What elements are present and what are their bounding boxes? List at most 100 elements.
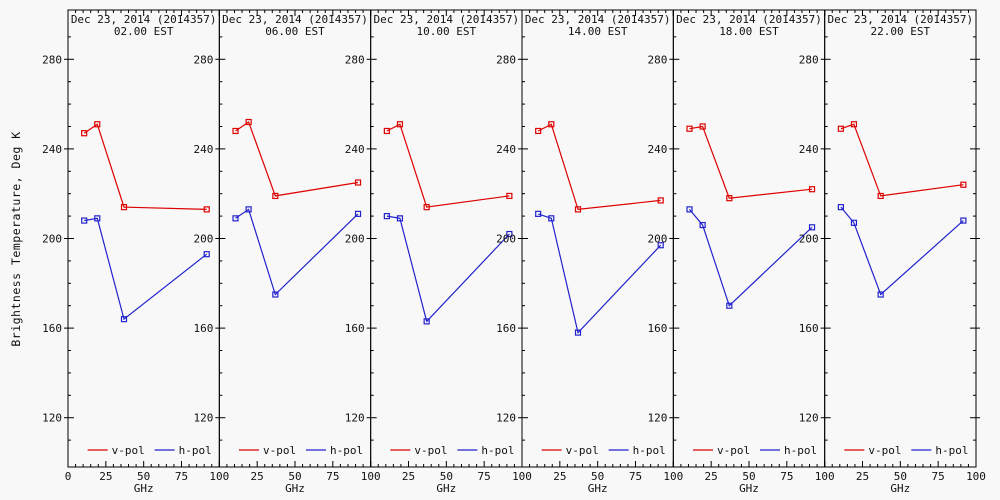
x-tick-label: 50	[742, 470, 755, 483]
panel-6-time-title: 22.00 EST	[871, 25, 931, 38]
y-tick-label: 280	[345, 53, 365, 66]
legend-hpol-label: h-pol	[179, 444, 212, 457]
y-tick-label: 200	[799, 233, 819, 246]
x-tick-label: 75	[780, 470, 793, 483]
panel-5-v-pol-marker	[726, 195, 733, 202]
legend-hpol-label: h-pol	[935, 444, 968, 457]
panel-6-date-title: Dec 23, 2014 (2014357)	[827, 13, 973, 26]
y-tick-label: 200	[193, 233, 213, 246]
x-tick-label: 50	[894, 470, 907, 483]
panel-2-h-pol-marker	[272, 291, 279, 298]
y-tick-label: 160	[345, 322, 365, 335]
panel-5-h-pol-marker	[686, 206, 693, 213]
x-tick-label: 75	[326, 470, 339, 483]
panel-3-v-pol-line	[386, 123, 510, 208]
y-tick-label: 200	[647, 233, 667, 246]
panel-3-h-pol-marker	[383, 212, 390, 220]
y-tick-label: 120	[647, 412, 667, 425]
x-tick-label: 50	[440, 470, 453, 483]
x-tick-label: 100	[815, 470, 835, 483]
legend-vpol-label: v-pol	[566, 444, 599, 457]
y-tick-label: 120	[193, 412, 213, 425]
panel-2-h-pol-line	[235, 208, 359, 296]
panel-4-v-pol-marker	[535, 127, 542, 135]
panel-6-h-pol-marker	[877, 291, 884, 298]
x-tick-label: 100	[512, 470, 532, 483]
y-tick-label: 240	[647, 143, 667, 156]
legend-vpol-label: v-pol	[414, 444, 447, 457]
y-tick-label: 240	[496, 143, 516, 156]
x-axis-unit-label: GHz	[436, 482, 456, 495]
x-axis-unit-label: GHz	[134, 482, 154, 495]
y-tick-label: 200	[496, 233, 516, 246]
x-tick-label: 50	[137, 470, 150, 483]
y-tick-label: 160	[799, 322, 819, 335]
y-axis-title: Brightness Temperature, Deg K	[9, 131, 23, 347]
y-tick-label: 240	[193, 143, 213, 156]
y-tick-label: 120	[799, 412, 819, 425]
legend-vpol-label: v-pol	[717, 444, 750, 457]
y-tick-label: 240	[345, 143, 365, 156]
panel-3-h-pol-marker	[506, 230, 513, 238]
x-tick-label: 75	[932, 470, 945, 483]
panel-6-v-pol-marker	[960, 181, 967, 188]
panel-3-v-pol-marker	[423, 204, 430, 211]
panel-5-h-pol-marker	[808, 224, 816, 231]
panel-2-v-pol-marker	[354, 179, 362, 186]
y-tick-label: 120	[42, 412, 62, 425]
legend-hpol-label: h-pol	[784, 444, 817, 457]
y-tick-label: 160	[193, 322, 213, 335]
y-tick-label: 200	[345, 233, 365, 246]
panel-1-v-pol-marker	[81, 130, 88, 137]
panel-4-h-pol-marker	[574, 329, 582, 336]
panel-1-h-pol-marker	[203, 251, 210, 258]
panel-3-v-pol-marker	[506, 192, 513, 200]
x-tick-label: 100	[361, 470, 381, 483]
panel-3-time-title: 10.00 EST	[417, 25, 477, 38]
panel-5-v-pol-line	[689, 125, 813, 199]
y-tick-label: 160	[647, 322, 667, 335]
x-tick-label: 75	[175, 470, 188, 483]
panel-1-v-pol-marker	[203, 206, 210, 213]
panel-2-v-pol-marker	[272, 192, 279, 200]
panel-1-h-pol-marker	[120, 316, 128, 323]
y-tick-label: 160	[42, 322, 62, 335]
panel-6-frame	[824, 9, 977, 468]
panel-6-v-pol-marker	[850, 121, 858, 128]
panel-4-h-pol-marker	[657, 242, 664, 249]
x-tick-label: 50	[288, 470, 301, 483]
panel-4-time-title: 14.00 EST	[568, 25, 628, 38]
panel-3-date-title: Dec 23, 2014 (2014357)	[373, 13, 519, 26]
panel-1-v-pol-line	[83, 123, 207, 210]
y-tick-label: 280	[647, 53, 667, 66]
legend-hpol-label: h-pol	[330, 444, 363, 457]
panel-3-h-pol-marker	[423, 318, 430, 325]
panel-6-h-pol-marker	[850, 219, 858, 226]
panel-5-v-pol-marker	[686, 125, 693, 132]
x-axis-unit-label: GHz	[285, 482, 305, 495]
y-tick-label: 240	[799, 143, 819, 156]
panel-4-v-pol-marker	[574, 206, 582, 213]
legend-hpol-label: h-pol	[633, 444, 666, 457]
panel-3-h-pol-marker	[396, 215, 404, 222]
y-tick-label: 240	[42, 143, 62, 156]
panel-1-h-pol-marker	[94, 215, 101, 222]
panel-2-v-pol-line	[235, 121, 359, 197]
panel-5-v-pol-marker	[808, 186, 816, 193]
legend-vpol-label: v-pol	[868, 444, 901, 457]
panel-4-h-pol-marker	[535, 210, 542, 217]
y-tick-label: 280	[799, 53, 819, 66]
x-tick-label: 75	[629, 470, 642, 483]
panel-6-v-pol-marker	[877, 192, 884, 200]
panel-4-date-title: Dec 23, 2014 (2014357)	[525, 13, 671, 26]
x-tick-label: 25	[856, 470, 869, 483]
x-axis-unit-label: GHz	[739, 482, 759, 495]
panel-3-v-pol-marker	[383, 127, 390, 135]
x-tick-label: 0	[65, 470, 72, 483]
panel-1-h-pol-marker	[81, 217, 88, 224]
panel-5-date-title: Dec 23, 2014 (2014357)	[676, 13, 822, 26]
x-tick-label: 25	[553, 470, 566, 483]
x-tick-label: 75	[478, 470, 491, 483]
